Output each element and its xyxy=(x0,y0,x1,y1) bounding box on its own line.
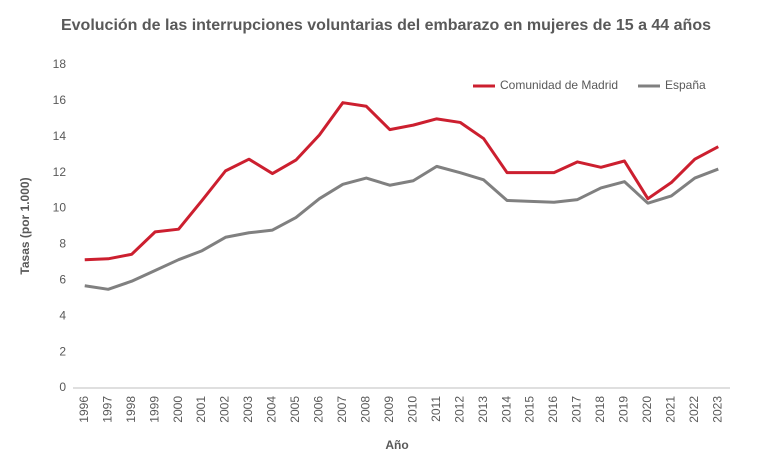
y-axis-title: Tasas (por 1.000) xyxy=(18,177,32,274)
x-tick-label: 1998 xyxy=(124,396,138,423)
x-tick-label: 2002 xyxy=(218,396,232,423)
y-tick-label: 10 xyxy=(53,201,67,215)
x-tick-label: 2018 xyxy=(593,396,607,423)
y-tick-label: 6 xyxy=(59,273,66,287)
x-tick-label: 2008 xyxy=(358,396,372,423)
y-tick-label: 14 xyxy=(53,129,67,143)
x-tick-label: 2012 xyxy=(452,396,466,423)
x-tick-label: 2013 xyxy=(476,396,490,423)
y-tick-label: 0 xyxy=(59,380,66,394)
x-tick-label: 2015 xyxy=(523,396,537,423)
x-tick-label: 2017 xyxy=(570,396,584,423)
y-tick-label: 16 xyxy=(53,93,67,107)
x-tick-label: 2007 xyxy=(335,396,349,423)
x-tick-label: 2001 xyxy=(194,396,208,423)
x-tick-label: 2005 xyxy=(288,396,302,423)
x-tick-label: 2021 xyxy=(664,396,678,423)
x-tick-label: 2022 xyxy=(687,396,701,423)
chart-title: Evolución de las interrupciones voluntar… xyxy=(61,17,711,34)
x-tick-label: 2010 xyxy=(405,396,419,423)
x-tick-label: 1996 xyxy=(77,396,91,423)
x-tick-label: 2009 xyxy=(382,396,396,423)
y-tick-label: 8 xyxy=(59,237,66,251)
x-tick-label: 2019 xyxy=(617,396,631,423)
x-tick-label: 1999 xyxy=(147,396,161,423)
y-tick-label: 12 xyxy=(53,165,67,179)
y-tick-label: 18 xyxy=(53,57,67,71)
legend-label: Comunidad de Madrid xyxy=(500,78,618,92)
x-tick-label: 2006 xyxy=(312,396,326,423)
x-tick-label: 2011 xyxy=(429,396,443,422)
y-tick-label: 2 xyxy=(59,344,66,358)
x-tick-label: 2020 xyxy=(640,396,654,423)
y-tick-label: 4 xyxy=(59,308,66,322)
series-line xyxy=(84,164,719,291)
series-line xyxy=(84,101,719,262)
x-tick-label: 2016 xyxy=(546,396,560,423)
x-axis-title: Año xyxy=(385,438,408,452)
x-tick-label: 2023 xyxy=(710,396,724,423)
x-tick-label: 1997 xyxy=(100,396,114,423)
x-tick-label: 2003 xyxy=(241,396,255,423)
x-tick-label: 2000 xyxy=(171,396,185,423)
x-tick-label: 2014 xyxy=(499,396,513,423)
x-tick-label: 2004 xyxy=(265,396,279,423)
legend-label: España xyxy=(665,78,706,92)
